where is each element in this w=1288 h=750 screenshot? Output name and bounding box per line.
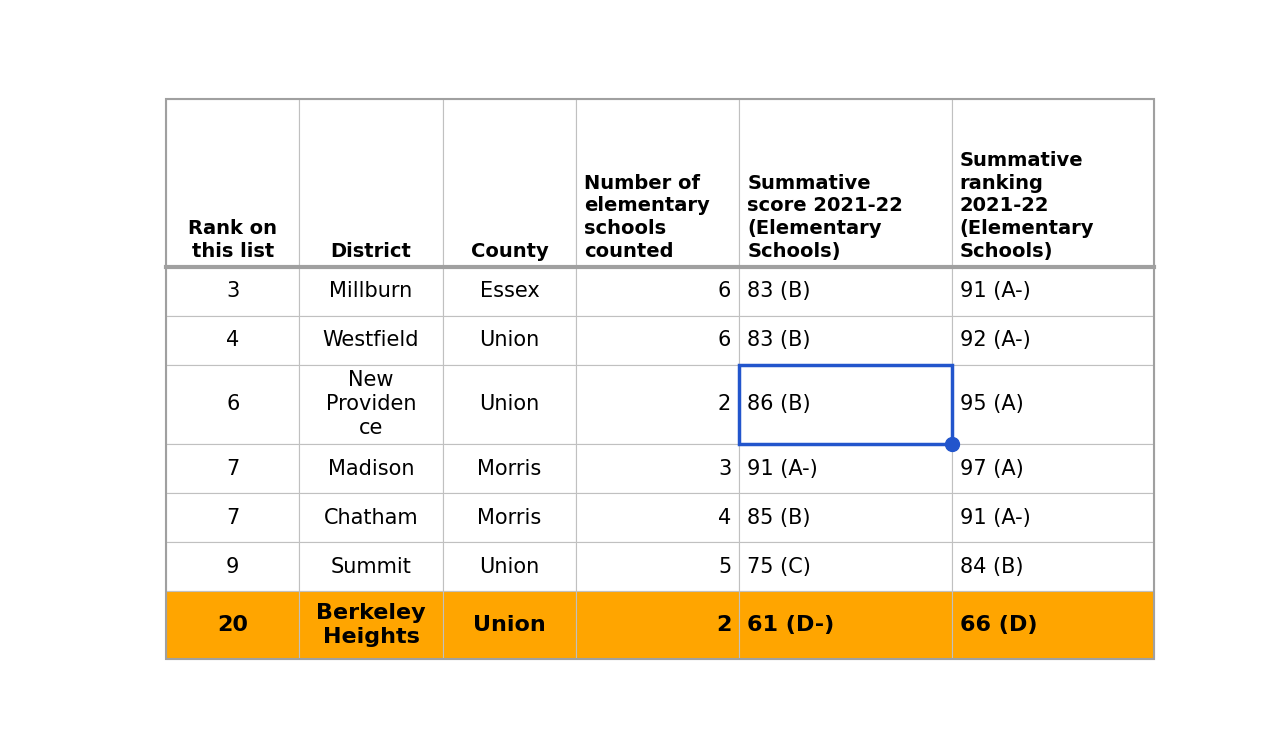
Bar bbox=[576, 591, 739, 658]
Bar bbox=[739, 494, 952, 542]
Bar bbox=[443, 494, 576, 542]
Text: 5: 5 bbox=[717, 556, 732, 577]
Text: 9: 9 bbox=[225, 556, 240, 577]
Bar bbox=[166, 99, 1154, 267]
Text: Union: Union bbox=[479, 556, 540, 577]
Bar bbox=[952, 494, 1154, 542]
Text: 2: 2 bbox=[716, 615, 732, 635]
Text: 3: 3 bbox=[227, 281, 240, 302]
Bar bbox=[299, 316, 443, 364]
Text: Westfield: Westfield bbox=[323, 330, 420, 350]
Bar bbox=[299, 591, 443, 658]
Bar bbox=[166, 364, 299, 444]
Text: 2: 2 bbox=[717, 394, 732, 415]
Bar bbox=[576, 364, 739, 444]
Bar bbox=[952, 542, 1154, 591]
Text: Number of
elementary
schools
counted: Number of elementary schools counted bbox=[583, 174, 710, 261]
Text: 4: 4 bbox=[717, 508, 732, 527]
Text: 86 (B): 86 (B) bbox=[747, 394, 810, 415]
Text: 92 (A-): 92 (A-) bbox=[960, 330, 1030, 350]
Text: Union: Union bbox=[473, 615, 546, 635]
Text: 20: 20 bbox=[218, 615, 249, 635]
Bar bbox=[166, 444, 299, 494]
Text: 83 (B): 83 (B) bbox=[747, 330, 810, 350]
Text: 61 (D-): 61 (D-) bbox=[747, 615, 835, 635]
Text: 83 (B): 83 (B) bbox=[747, 281, 810, 302]
Bar bbox=[739, 99, 952, 267]
Text: 95 (A): 95 (A) bbox=[960, 394, 1024, 415]
Text: Summative
score 2021-22
(Elementary
Schools): Summative score 2021-22 (Elementary Scho… bbox=[747, 174, 903, 261]
Text: Chatham: Chatham bbox=[323, 508, 419, 527]
Text: County: County bbox=[470, 242, 549, 261]
Bar bbox=[952, 364, 1154, 444]
Text: New
Providen
ce: New Providen ce bbox=[326, 370, 416, 439]
Bar bbox=[299, 494, 443, 542]
Bar bbox=[952, 316, 1154, 364]
Bar bbox=[952, 591, 1154, 658]
Text: 75 (C): 75 (C) bbox=[747, 556, 811, 577]
Bar bbox=[299, 267, 443, 316]
Bar bbox=[576, 99, 739, 267]
Bar bbox=[299, 444, 443, 494]
Text: Summative
ranking
2021-22
(Elementary
Schools): Summative ranking 2021-22 (Elementary Sc… bbox=[960, 151, 1094, 261]
Text: 66 (D): 66 (D) bbox=[960, 615, 1037, 635]
Bar bbox=[576, 542, 739, 591]
Bar bbox=[739, 364, 952, 444]
Text: 84 (B): 84 (B) bbox=[960, 556, 1023, 577]
Text: 91 (A-): 91 (A-) bbox=[960, 281, 1030, 302]
Bar bbox=[443, 267, 576, 316]
Text: 7: 7 bbox=[227, 508, 240, 527]
Bar bbox=[166, 99, 299, 267]
Bar bbox=[299, 99, 443, 267]
Bar bbox=[166, 591, 299, 658]
Bar bbox=[443, 316, 576, 364]
Bar bbox=[739, 444, 952, 494]
Bar bbox=[443, 99, 576, 267]
Text: 6: 6 bbox=[225, 394, 240, 415]
Bar bbox=[299, 364, 443, 444]
Bar bbox=[739, 316, 952, 364]
Text: Morris: Morris bbox=[478, 508, 541, 527]
Text: Essex: Essex bbox=[479, 281, 540, 302]
Text: Rank on
this list: Rank on this list bbox=[188, 219, 277, 261]
Bar bbox=[443, 591, 576, 658]
Bar bbox=[166, 542, 299, 591]
Bar bbox=[166, 267, 299, 316]
Text: 91 (A-): 91 (A-) bbox=[747, 459, 818, 478]
Text: Union: Union bbox=[479, 394, 540, 415]
Text: Union: Union bbox=[479, 330, 540, 350]
Text: 7: 7 bbox=[227, 459, 240, 478]
Bar bbox=[443, 364, 576, 444]
Text: 91 (A-): 91 (A-) bbox=[960, 508, 1030, 527]
Text: Berkeley
Heights: Berkeley Heights bbox=[317, 603, 426, 647]
Bar bbox=[952, 99, 1154, 267]
Text: Morris: Morris bbox=[478, 459, 541, 478]
Text: 3: 3 bbox=[717, 459, 732, 478]
Text: 4: 4 bbox=[227, 330, 240, 350]
Text: District: District bbox=[331, 242, 411, 261]
Bar bbox=[166, 494, 299, 542]
Bar bbox=[739, 542, 952, 591]
Bar bbox=[952, 444, 1154, 494]
Text: 6: 6 bbox=[717, 330, 732, 350]
Bar bbox=[739, 591, 952, 658]
Text: 6: 6 bbox=[717, 281, 732, 302]
Bar bbox=[299, 542, 443, 591]
Bar bbox=[952, 267, 1154, 316]
Bar bbox=[576, 444, 739, 494]
Text: Madison: Madison bbox=[328, 459, 415, 478]
Text: 85 (B): 85 (B) bbox=[747, 508, 810, 527]
Text: Millburn: Millburn bbox=[330, 281, 412, 302]
Bar bbox=[576, 267, 739, 316]
Bar bbox=[739, 364, 952, 444]
Bar bbox=[576, 494, 739, 542]
Bar bbox=[576, 316, 739, 364]
Bar bbox=[443, 444, 576, 494]
Bar bbox=[443, 542, 576, 591]
Bar bbox=[166, 316, 299, 364]
Text: Summit: Summit bbox=[331, 556, 411, 577]
Bar bbox=[739, 267, 952, 316]
Text: 97 (A): 97 (A) bbox=[960, 459, 1024, 478]
